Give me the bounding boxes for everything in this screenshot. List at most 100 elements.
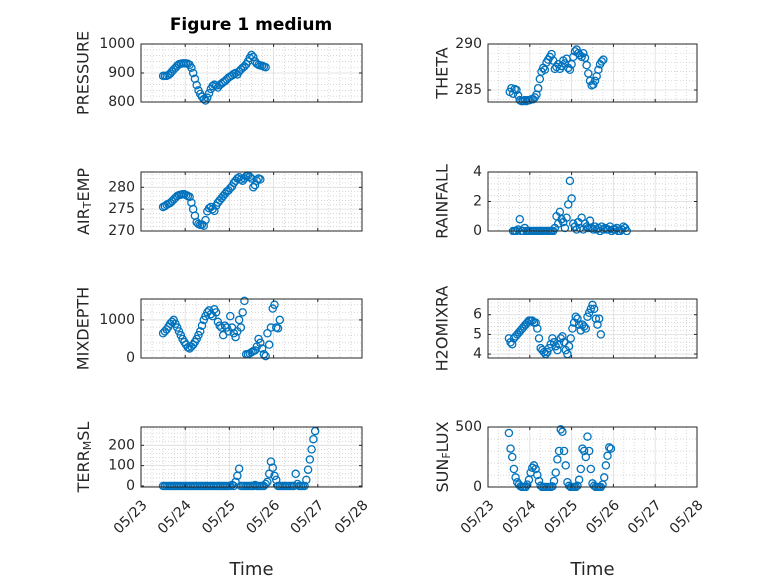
data-point bbox=[579, 446, 589, 456]
y-tick-label: 275 bbox=[108, 201, 135, 217]
data-point bbox=[256, 175, 265, 184]
data-point bbox=[591, 314, 601, 323]
data-point bbox=[568, 324, 577, 333]
y-tick-label: 0 bbox=[126, 478, 135, 494]
axes-frame bbox=[140, 298, 363, 359]
y-axis-label: TERRMSL bbox=[74, 422, 94, 494]
data-series bbox=[505, 45, 608, 106]
data-point bbox=[268, 463, 277, 472]
data-point bbox=[305, 455, 315, 464]
y-tick-label: 1000 bbox=[99, 36, 135, 52]
data-point bbox=[599, 473, 609, 482]
data-point bbox=[574, 320, 584, 329]
data-point bbox=[303, 465, 313, 474]
data-point bbox=[270, 471, 279, 481]
data-point bbox=[566, 334, 576, 343]
y-tick-label: 0 bbox=[473, 479, 482, 495]
data-point bbox=[586, 464, 596, 474]
data-point bbox=[511, 473, 520, 482]
data-point bbox=[507, 339, 517, 349]
y-tick-label: 0 bbox=[473, 223, 482, 239]
data-point bbox=[567, 194, 576, 203]
y-tick-label: 5 bbox=[473, 326, 482, 342]
data-point bbox=[266, 457, 276, 466]
y-tick-label: 100 bbox=[108, 458, 135, 474]
data-point bbox=[270, 300, 279, 309]
data-point bbox=[249, 52, 258, 62]
y-tick-label: 0 bbox=[126, 350, 135, 366]
data-point bbox=[188, 68, 198, 78]
y-tick-label: 280 bbox=[108, 179, 135, 195]
data-point bbox=[247, 50, 256, 60]
data-point bbox=[261, 62, 270, 72]
y-tick-label: 200 bbox=[108, 437, 135, 453]
data-point bbox=[201, 215, 210, 225]
y-tick-label: 500 bbox=[455, 419, 482, 435]
data-point bbox=[504, 428, 514, 438]
data-point bbox=[192, 80, 201, 90]
y-tick-label: 285 bbox=[455, 82, 482, 98]
data-point bbox=[507, 452, 517, 462]
data-point bbox=[553, 455, 562, 464]
data-point bbox=[195, 327, 205, 336]
data-point bbox=[226, 311, 235, 321]
y-axis-label: H2OMIXRA bbox=[433, 286, 452, 372]
data-point bbox=[574, 475, 584, 485]
data-point bbox=[590, 76, 600, 86]
data-point bbox=[187, 63, 196, 73]
data-point bbox=[534, 334, 544, 343]
data-point bbox=[231, 477, 240, 487]
data-point bbox=[594, 314, 604, 323]
data-point bbox=[549, 338, 559, 347]
data-point bbox=[554, 339, 564, 349]
y-axis-label: MIXDEPTH bbox=[74, 287, 93, 370]
data-point bbox=[507, 83, 516, 93]
axes-frame bbox=[487, 426, 698, 488]
data-point bbox=[588, 300, 597, 310]
x-axis-label: Time bbox=[228, 559, 273, 580]
data-point bbox=[543, 347, 552, 357]
y-tick-label: 1000 bbox=[99, 312, 135, 328]
x-tick-label: 05/28 bbox=[667, 497, 707, 537]
data-point bbox=[548, 334, 557, 343]
data-point bbox=[273, 324, 283, 333]
data-point bbox=[272, 475, 281, 485]
data-point bbox=[597, 57, 606, 66]
data-point bbox=[565, 176, 575, 186]
data-point bbox=[261, 479, 270, 489]
data-point bbox=[583, 312, 592, 321]
data-series bbox=[158, 50, 270, 105]
data-point bbox=[594, 65, 603, 75]
data-point bbox=[257, 344, 267, 353]
data-point bbox=[560, 223, 570, 233]
y-tick-label: 2 bbox=[473, 194, 482, 210]
data-point bbox=[604, 443, 614, 452]
data-point bbox=[599, 225, 608, 234]
data-point bbox=[586, 304, 596, 314]
data-point bbox=[307, 445, 316, 454]
data-point bbox=[579, 48, 588, 58]
data-point bbox=[589, 304, 599, 314]
data-point bbox=[581, 324, 591, 333]
data-point bbox=[599, 55, 608, 64]
x-tick-label: 05/25 bbox=[541, 497, 581, 537]
data-point bbox=[556, 425, 565, 434]
data-point bbox=[231, 332, 240, 342]
data-point bbox=[554, 446, 564, 456]
subplot-sunflux: 05/23 05/24 05/25 05/26 05/27 05/28 0 500SUNFLU… bbox=[433, 419, 707, 580]
data-point bbox=[564, 341, 574, 351]
data-point bbox=[583, 432, 592, 441]
x-tick-label: 05/27 bbox=[625, 497, 665, 537]
y-axis-label: SUNFLUX bbox=[433, 421, 453, 492]
data-point bbox=[533, 83, 543, 93]
data-point bbox=[249, 183, 258, 192]
data-point bbox=[551, 468, 560, 477]
data-point bbox=[565, 65, 575, 75]
data-point bbox=[512, 85, 521, 95]
data-point bbox=[275, 315, 285, 325]
data-point bbox=[211, 81, 221, 90]
axes-frame bbox=[140, 171, 363, 232]
data-point bbox=[601, 461, 611, 470]
